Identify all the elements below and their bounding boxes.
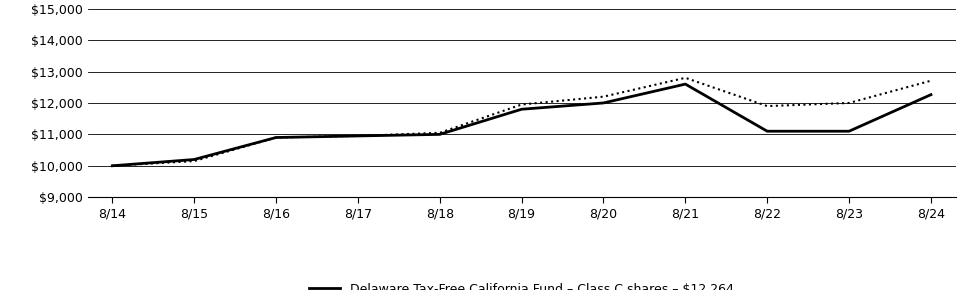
Delaware Tax-Free California Fund – Class C shares – $12,264 <box>106 164 118 168</box>
Bloomberg Municipal Bond Index – $12,708 <box>843 101 855 105</box>
Bloomberg Municipal Bond Index – $12,708 <box>516 103 527 106</box>
Line: Bloomberg Municipal Bond Index – $12,708: Bloomberg Municipal Bond Index – $12,708 <box>112 78 931 166</box>
Delaware Tax-Free California Fund – Class C shares – $12,264 <box>352 134 364 138</box>
Delaware Tax-Free California Fund – Class C shares – $12,264 <box>270 136 282 139</box>
Bloomberg Municipal Bond Index – $12,708 <box>188 159 200 163</box>
Bloomberg Municipal Bond Index – $12,708 <box>106 164 118 168</box>
Bloomberg Municipal Bond Index – $12,708 <box>680 76 691 79</box>
Delaware Tax-Free California Fund – Class C shares – $12,264 <box>188 158 200 161</box>
Delaware Tax-Free California Fund – Class C shares – $12,264 <box>434 133 446 136</box>
Bloomberg Municipal Bond Index – $12,708 <box>761 104 773 108</box>
Delaware Tax-Free California Fund – Class C shares – $12,264 <box>843 130 855 133</box>
Delaware Tax-Free California Fund – Class C shares – $12,264 <box>598 101 609 105</box>
Bloomberg Municipal Bond Index – $12,708 <box>434 131 446 135</box>
Line: Delaware Tax-Free California Fund – Class C shares – $12,264: Delaware Tax-Free California Fund – Clas… <box>112 84 931 166</box>
Bloomberg Municipal Bond Index – $12,708 <box>598 95 609 98</box>
Delaware Tax-Free California Fund – Class C shares – $12,264 <box>761 130 773 133</box>
Delaware Tax-Free California Fund – Class C shares – $12,264 <box>516 108 527 111</box>
Legend: Delaware Tax-Free California Fund – Class C shares – $12,264, Bloomberg Municipa: Delaware Tax-Free California Fund – Clas… <box>309 283 734 290</box>
Delaware Tax-Free California Fund – Class C shares – $12,264 <box>925 93 937 96</box>
Bloomberg Municipal Bond Index – $12,708 <box>925 79 937 82</box>
Bloomberg Municipal Bond Index – $12,708 <box>270 136 282 139</box>
Delaware Tax-Free California Fund – Class C shares – $12,264 <box>680 82 691 86</box>
Bloomberg Municipal Bond Index – $12,708 <box>352 134 364 138</box>
